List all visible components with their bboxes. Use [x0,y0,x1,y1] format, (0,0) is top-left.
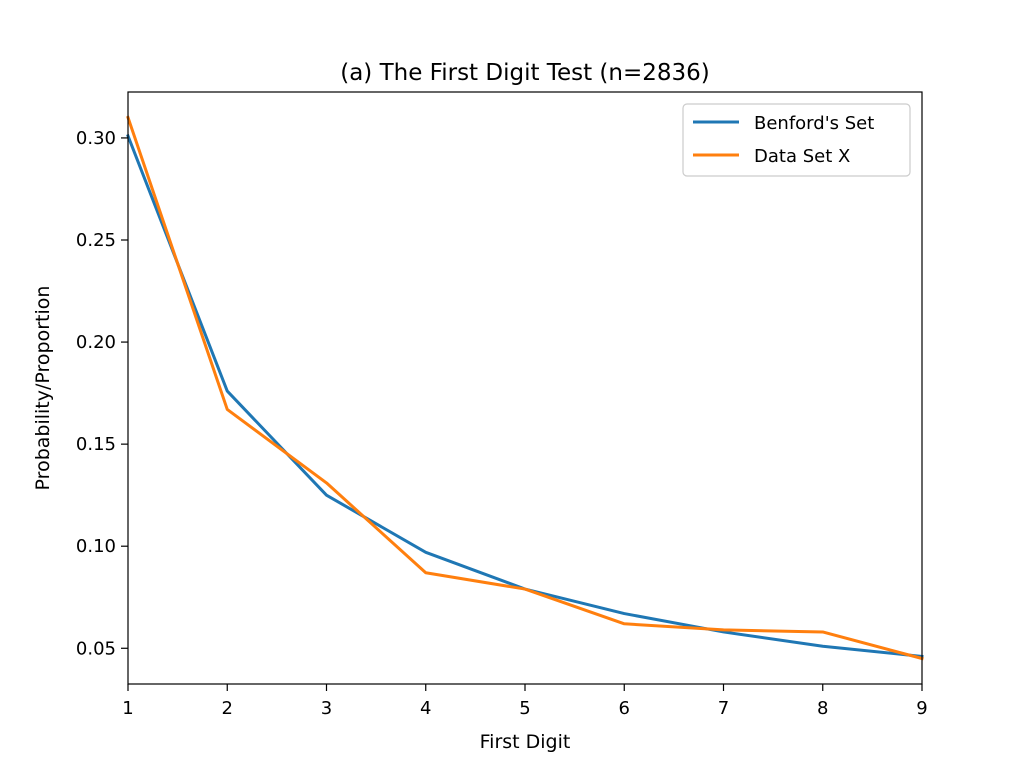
y-tick-label: 0.25 [76,230,116,251]
x-axis-ticks: 1 2 3 4 5 6 7 8 9 [122,684,928,719]
series-line-1 [126,115,924,661]
x-tick-label: 9 [916,698,927,719]
y-tick-label: 0.20 [76,332,116,353]
y-tick-label: 0.10 [76,536,116,557]
y-tick-label: 0.30 [76,128,116,149]
x-tick-label: 6 [619,698,630,719]
x-tick-label: 4 [420,698,431,719]
legend-label-data-set-x: Data Set X [754,146,850,167]
legend-label-benford: Benford's Set [754,113,874,134]
x-tick-label: 8 [817,698,828,719]
x-tick-label: 3 [321,698,332,719]
x-tick-label: 5 [519,698,530,719]
series-lines [126,115,924,661]
y-tick-label: 0.15 [76,434,116,455]
chart-title: (a) The First Digit Test (n=2836) [340,60,710,86]
x-tick-label: 7 [718,698,729,719]
y-axis-ticks: 0.05 0.10 0.15 0.20 0.25 0.30 [76,128,128,659]
legend-box [682,103,911,177]
legend: Benford's Set Data Set X [682,103,911,177]
x-axis-label: First Digit [480,731,571,753]
x-tick-label: 2 [222,698,233,719]
y-tick-label: 0.05 [76,638,116,659]
y-axis-label: Probability/Proportion [32,286,54,491]
x-tick-label: 1 [122,698,133,719]
